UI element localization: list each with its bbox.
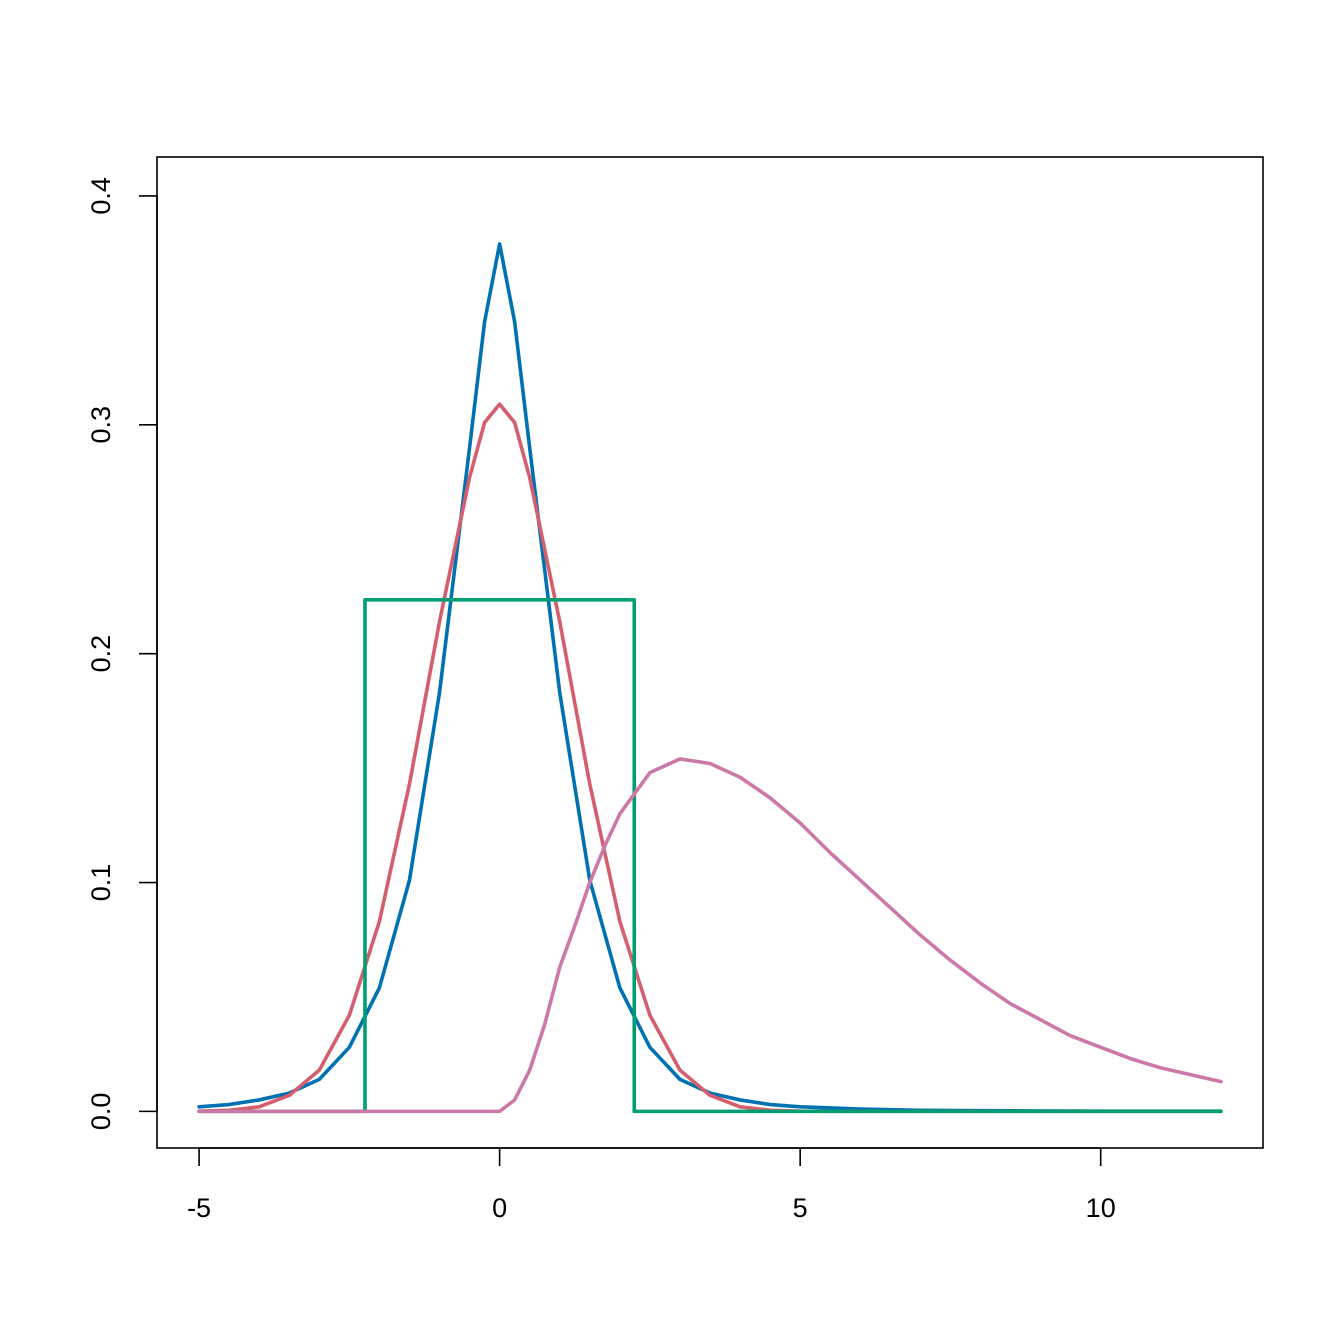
series-line-2 bbox=[197, 402, 1223, 1114]
x-axis: -5 0 5 10 bbox=[187, 1147, 1116, 1223]
x-tick-label: 10 bbox=[1086, 1193, 1116, 1223]
y-axis: 0.0 0.1 0.2 0.3 0.4 bbox=[86, 177, 158, 1131]
x-tick-label: -5 bbox=[187, 1193, 211, 1223]
series-line-4 bbox=[197, 757, 1223, 1114]
x-tick-label: 5 bbox=[793, 1193, 808, 1223]
y-tick-label: 0.0 bbox=[86, 1093, 116, 1131]
y-tick-label: 0.1 bbox=[86, 864, 116, 902]
y-tick-label: 0.3 bbox=[86, 406, 116, 444]
y-tick-label: 0.4 bbox=[86, 177, 116, 215]
y-tick-label: 0.2 bbox=[86, 635, 116, 673]
series-line-1 bbox=[197, 242, 1223, 1113]
series-layer bbox=[197, 242, 1223, 1114]
x-tick-label: 0 bbox=[492, 1193, 507, 1223]
plot-frame bbox=[156, 156, 1264, 1149]
